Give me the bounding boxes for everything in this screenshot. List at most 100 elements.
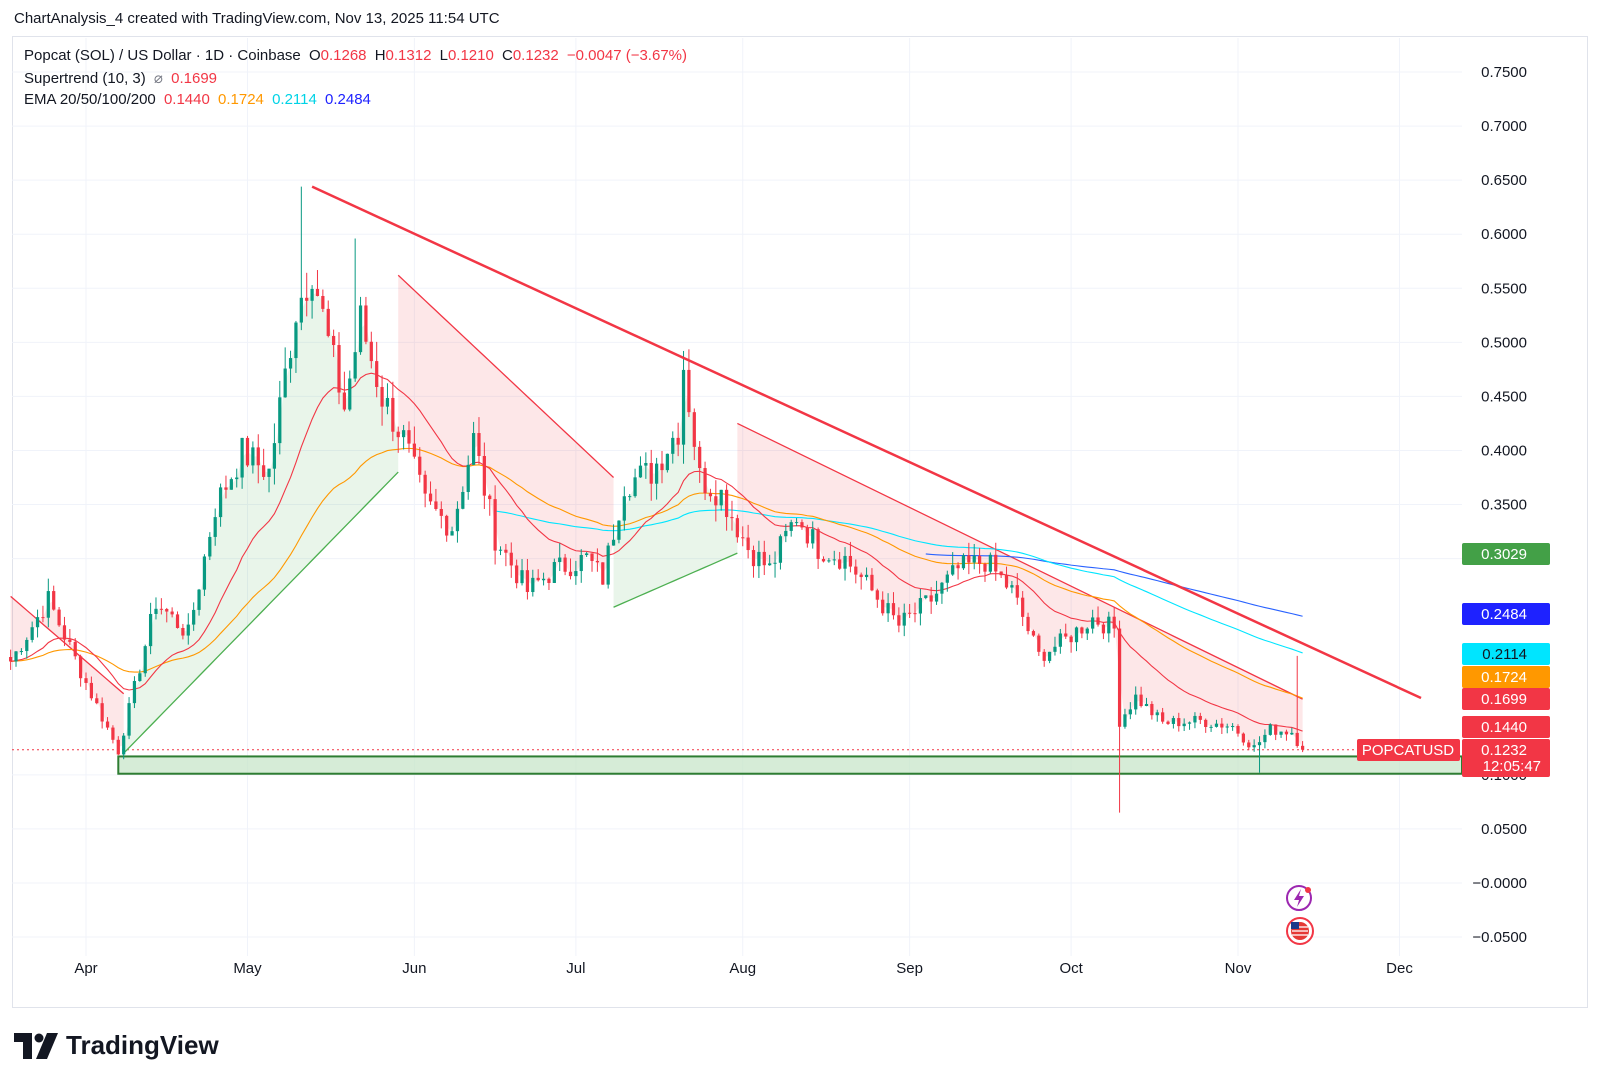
candle-body [482, 456, 486, 496]
candle-body [617, 520, 621, 540]
y-tick-label: −0.0500 [1472, 929, 1527, 946]
candle-body [881, 599, 885, 614]
candle-body [315, 288, 320, 297]
candle [1274, 724, 1278, 741]
candle-body [1010, 585, 1014, 588]
candle-body [143, 646, 147, 674]
y-tick-label: 0.5500 [1481, 280, 1527, 297]
candle-body [891, 603, 896, 616]
ema200-line [925, 553, 1303, 617]
candle-body [385, 397, 390, 407]
candle [945, 570, 949, 592]
candle-body [321, 296, 325, 309]
candle-body [14, 651, 18, 662]
candle-body [789, 522, 793, 531]
candle [14, 651, 18, 667]
candle-body [854, 566, 858, 575]
candle [202, 554, 207, 597]
tradingview-logo[interactable]: TradingView [14, 1030, 219, 1061]
candle [768, 554, 772, 566]
candle-body [1198, 715, 1202, 720]
x-tick-label: Sep [896, 960, 923, 977]
candle [1015, 573, 1019, 605]
candle [714, 480, 718, 522]
candle [622, 486, 626, 531]
price-badge-bg [1462, 603, 1550, 625]
candle [1069, 634, 1073, 653]
candle [703, 461, 707, 500]
y-tick-label: 0.3500 [1481, 497, 1527, 514]
candle [520, 559, 524, 586]
candle-body [838, 559, 842, 569]
candle-body [407, 430, 411, 444]
candle-body [913, 613, 917, 615]
candle [595, 548, 600, 572]
candle-body [541, 578, 546, 581]
candle-body [1085, 628, 1089, 634]
chart-frame [12, 36, 1588, 1008]
candle [455, 501, 460, 543]
descending-trendline [311, 185, 1422, 700]
candle [418, 447, 422, 483]
candle-body [773, 562, 777, 564]
candle-body [1015, 585, 1019, 598]
candle-body [504, 549, 508, 553]
candle [1085, 627, 1089, 640]
candle-body [310, 288, 314, 301]
candle-body [1107, 616, 1111, 634]
candle-body [186, 624, 190, 636]
candle-body [1290, 732, 1294, 735]
price-badge: 0.1724 [1462, 666, 1550, 688]
candle [143, 644, 147, 677]
candle-body [30, 627, 34, 640]
candle [224, 475, 228, 499]
candle-body [681, 369, 686, 445]
candle [471, 421, 476, 466]
candle [848, 541, 853, 573]
legend-low: 0.1210 [447, 47, 494, 64]
candle [859, 572, 863, 590]
candle [1031, 629, 1036, 637]
flag-icon-canton [1291, 922, 1299, 929]
candle-body [450, 531, 454, 536]
candle-body [208, 536, 212, 557]
price-badge-value: 0.1232 [1481, 742, 1527, 759]
candle [552, 558, 556, 584]
candle [1064, 623, 1068, 639]
candle [95, 693, 99, 705]
candle [41, 605, 45, 623]
legend-ema20: 0.1440 [163, 91, 210, 108]
candle-body [305, 297, 309, 301]
candle-body [1263, 734, 1267, 743]
event-icons [1286, 885, 1314, 945]
candle [1198, 712, 1202, 725]
y-tick-label: 0.4500 [1481, 388, 1527, 405]
price-badge: 0.2114 [1462, 643, 1550, 665]
candle [19, 648, 24, 655]
candle [1263, 729, 1267, 749]
candle [1123, 708, 1127, 729]
candle-body [956, 565, 960, 569]
candle-body [57, 609, 61, 626]
candle-body [1139, 694, 1143, 707]
candle-body [358, 305, 363, 353]
candle [816, 527, 820, 569]
candle-body [897, 615, 901, 626]
candle [531, 569, 535, 597]
y-tick-label: −0.0000 [1472, 875, 1527, 892]
candle [305, 272, 309, 317]
price-badge-countdown: 12:05:47 [1483, 758, 1541, 775]
candle [956, 562, 960, 580]
candle-body [940, 582, 944, 594]
candle [1257, 736, 1262, 773]
x-tick-label: Apr [74, 960, 97, 977]
candle-body [1171, 718, 1176, 724]
candle-body [794, 522, 799, 524]
legend-supertrend-symbol: ⌀ [153, 70, 163, 87]
candle-body [202, 556, 207, 590]
candle [1107, 611, 1111, 643]
candle [1021, 591, 1025, 627]
candle [256, 434, 260, 484]
x-tick-label: Dec [1386, 960, 1413, 977]
